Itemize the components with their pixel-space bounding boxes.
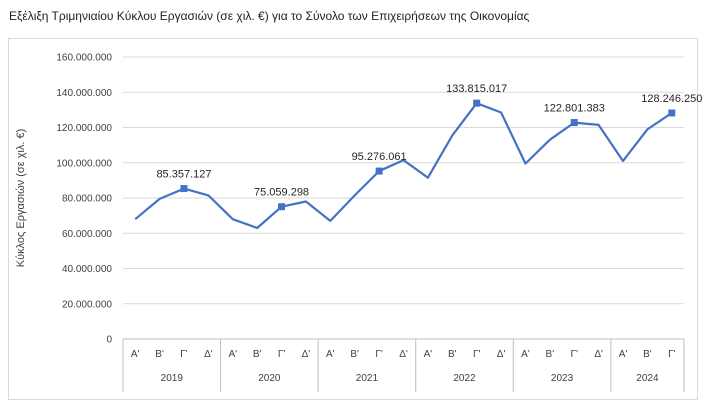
data-label: 75.059.298 xyxy=(254,187,309,199)
data-point-marker xyxy=(668,109,676,117)
x-tick-label: Δ' xyxy=(399,349,408,360)
x-tick-label: Α' xyxy=(619,349,628,360)
y-tick-label: 140.000.000 xyxy=(56,88,112,99)
x-tick-label: Δ' xyxy=(497,349,506,360)
x-tick-label: Δ' xyxy=(204,349,213,360)
x-tick-label: Γ' xyxy=(473,349,481,360)
y-axis-title: Κύκλος Εργασιών (σε χιλ. €) xyxy=(15,129,27,268)
series-line xyxy=(134,102,673,230)
x-tick-label: Γ' xyxy=(668,349,676,360)
x-tick-label: Γ' xyxy=(180,349,188,360)
x-tick-label: Α' xyxy=(424,349,433,360)
year-label: 2024 xyxy=(636,373,659,384)
y-tick-label: 100.000.000 xyxy=(56,158,112,169)
y-tick-label: 0 xyxy=(106,335,112,346)
data-point-marker xyxy=(180,185,188,193)
x-tick-label: Α' xyxy=(228,349,237,360)
data-label: 128.246.250 xyxy=(641,93,702,105)
x-tick-label: Γ' xyxy=(278,349,286,360)
x-tick-label: Β' xyxy=(546,349,555,360)
x-tick-label: Α' xyxy=(326,349,335,360)
data-label: 122.801.383 xyxy=(544,103,605,115)
data-point-marker xyxy=(473,99,481,107)
x-tick-label: Β' xyxy=(155,349,164,360)
year-label: 2021 xyxy=(356,373,379,384)
y-tick-label: 40.000.000 xyxy=(62,264,112,275)
x-tick-label: Α' xyxy=(131,349,140,360)
year-label: 2022 xyxy=(453,373,476,384)
x-tick-label: Β' xyxy=(350,349,359,360)
x-tick-label: Δ' xyxy=(302,349,311,360)
y-tick-label: 20.000.000 xyxy=(62,299,112,310)
x-tick-label: Γ' xyxy=(375,349,383,360)
x-tick-label: Δ' xyxy=(594,349,603,360)
x-tick-label: Β' xyxy=(643,349,652,360)
data-point-marker xyxy=(375,167,383,175)
data-point-marker xyxy=(570,119,578,127)
year-label: 2023 xyxy=(551,373,574,384)
page-title: Εξέλιξη Τριμηνιαίου Κύκλου Εργασιών (σε … xyxy=(9,9,530,23)
y-tick-label: 160.000.000 xyxy=(56,53,112,64)
year-label: 2019 xyxy=(161,373,184,384)
year-label: 2020 xyxy=(258,373,281,384)
x-tick-label: Β' xyxy=(253,349,262,360)
y-tick-label: 120.000.000 xyxy=(56,123,112,134)
data-label: 95.276.061 xyxy=(352,151,407,163)
y-tick-label: 80.000.000 xyxy=(62,194,112,205)
y-tick-label: 60.000.000 xyxy=(62,229,112,240)
data-label: 85.357.127 xyxy=(156,169,211,181)
data-label: 133.815.017 xyxy=(446,83,507,95)
data-point-marker xyxy=(278,203,286,211)
x-tick-label: Β' xyxy=(448,349,457,360)
x-tick-label: Γ' xyxy=(571,349,579,360)
x-tick-label: Α' xyxy=(521,349,530,360)
